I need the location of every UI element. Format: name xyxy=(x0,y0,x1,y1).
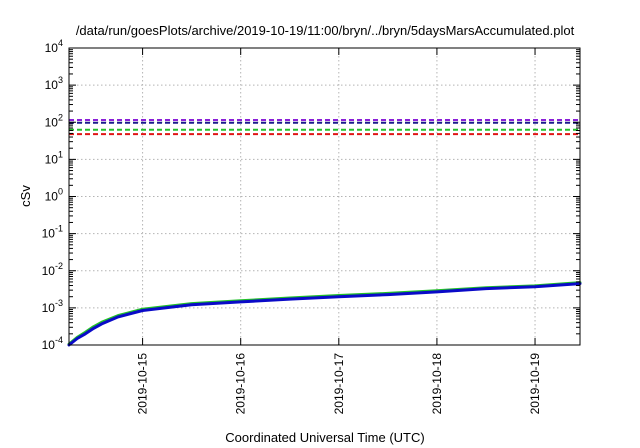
y-tick-label: 10-4 xyxy=(42,335,63,352)
y-tick-label: 103 xyxy=(45,75,63,92)
grid xyxy=(69,48,580,345)
y-axis-ticks: 10-4 10-3 10-2 10-1 100 101 102 103 104 xyxy=(42,38,580,352)
x-tick-label: 2019-10-17 xyxy=(332,353,346,415)
x-axis-label: Coordinated Universal Time (UTC) xyxy=(225,430,424,445)
x-tick-label: 2019-10-18 xyxy=(430,353,444,415)
y-tick-label: 102 xyxy=(45,112,63,129)
y-tick-label: 10-3 xyxy=(42,298,63,315)
series-line xyxy=(67,282,582,347)
y-tick-label: 10-1 xyxy=(42,224,63,241)
series-group xyxy=(67,119,582,347)
y-axis-label: cSv xyxy=(18,185,33,207)
x-tick-label: 2019-10-16 xyxy=(234,353,248,415)
x-tick-label: 2019-10-19 xyxy=(528,353,542,415)
y-tick-label: 100 xyxy=(45,187,63,204)
series-line xyxy=(67,281,582,346)
y-tick-label: 10-2 xyxy=(42,261,63,278)
chart-title: /data/run/goesPlots/archive/2019-10-19/1… xyxy=(76,23,575,38)
y-tick-label: 101 xyxy=(45,149,63,166)
x-axis-ticks: 2019-10-15 2019-10-16 2019-10-17 2019-10-18… xyxy=(136,48,542,414)
x-tick-label: 2019-10-15 xyxy=(136,353,150,415)
y-tick-label: 104 xyxy=(45,38,63,55)
